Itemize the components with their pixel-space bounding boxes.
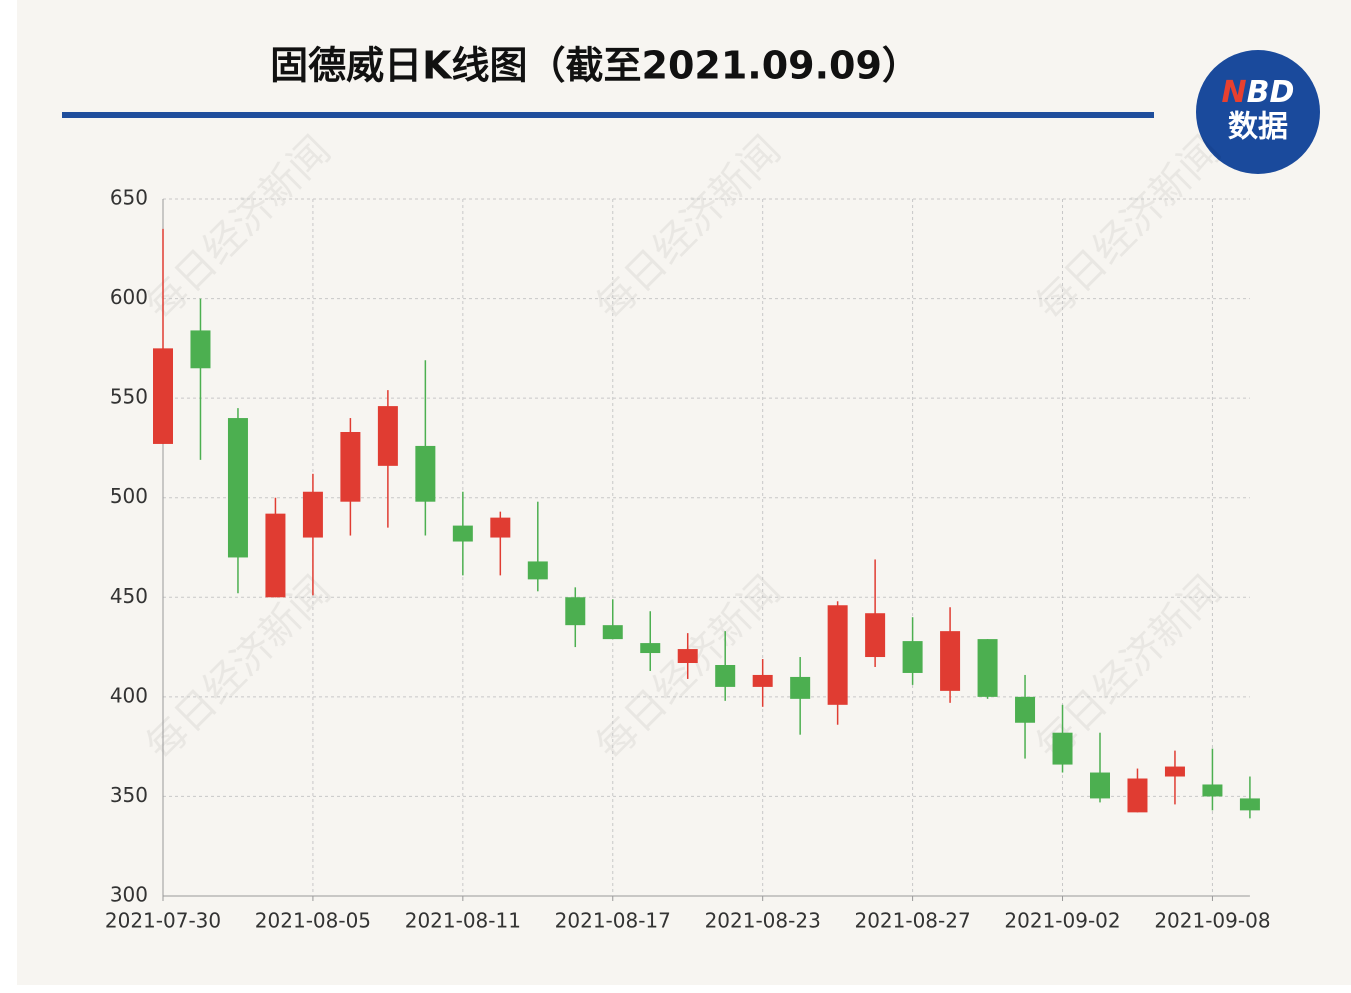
- y-tick-label: 450: [110, 584, 148, 608]
- candle-body: [977, 639, 998, 697]
- candle-body: [340, 431, 361, 502]
- logo-text: NBD: [1222, 75, 1295, 110]
- candle-body: [377, 406, 398, 466]
- candle-body: [940, 631, 961, 691]
- candle-body: [640, 643, 661, 654]
- candle-body: [415, 445, 436, 502]
- y-tick-label: 350: [110, 783, 148, 807]
- y-tick-label: 550: [110, 385, 148, 409]
- candle-body: [902, 641, 923, 673]
- candle-body: [1164, 766, 1185, 777]
- candle-body: [715, 664, 736, 687]
- chart-title: 固德威日K线图（截至2021.09.09）: [270, 44, 920, 88]
- candle-body: [190, 330, 211, 369]
- x-tick-label: 2021-08-23: [705, 909, 821, 933]
- y-tick-label: 500: [110, 484, 148, 508]
- y-tick-label: 300: [110, 883, 148, 907]
- candle-body: [452, 525, 473, 542]
- candle-body: [527, 561, 548, 580]
- candle-body: [265, 513, 286, 598]
- x-tick-label: 2021-09-02: [1004, 909, 1120, 933]
- x-tick-label: 2021-08-27: [854, 909, 970, 933]
- x-tick-label: 2021-07-30: [105, 909, 221, 933]
- x-tick-label: 2021-08-05: [255, 909, 371, 933]
- logo-sub: 数据: [1228, 110, 1288, 145]
- candle-body: [1127, 778, 1148, 813]
- x-tick-label: 2021-09-08: [1154, 909, 1270, 933]
- candle-body: [827, 605, 848, 705]
- logo-rest: BD: [1247, 75, 1295, 110]
- candle-body: [1052, 732, 1073, 765]
- candle-body: [302, 491, 323, 538]
- y-tick-label: 400: [110, 683, 148, 707]
- x-tick-label: 2021-08-17: [555, 909, 671, 933]
- candle-body: [153, 348, 173, 444]
- candle-body: [865, 613, 886, 658]
- candle-body: [602, 625, 623, 640]
- x-tick-label: 2021-08-11: [405, 909, 521, 933]
- logo: [1196, 50, 1320, 174]
- panel: [17, 0, 1351, 985]
- candle-body: [490, 517, 511, 538]
- candle-body: [1090, 772, 1110, 799]
- y-tick-label: 600: [110, 285, 148, 309]
- candle-body: [677, 649, 698, 664]
- candle-body: [1202, 784, 1223, 797]
- candle-body: [565, 597, 586, 626]
- logo-accent: N: [1222, 75, 1247, 110]
- title-rule: [62, 112, 1154, 118]
- candle-body: [1015, 696, 1036, 723]
- y-tick-label: 650: [110, 186, 148, 210]
- candle-body: [1239, 798, 1260, 811]
- candle-body: [752, 674, 773, 687]
- candle-body: [227, 418, 248, 558]
- candle-body: [790, 676, 811, 699]
